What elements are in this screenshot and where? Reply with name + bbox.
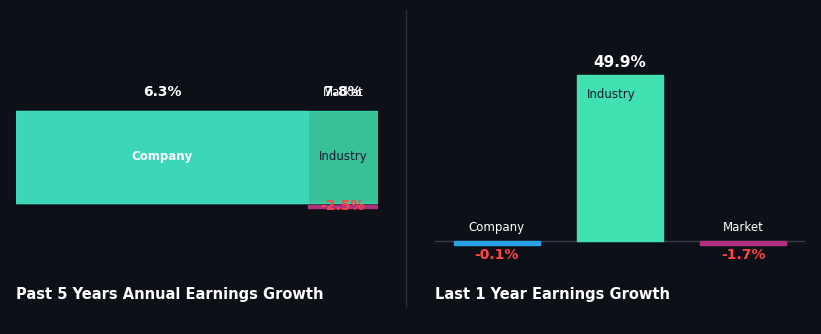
Text: Market: Market — [323, 86, 364, 99]
Text: Company: Company — [469, 221, 525, 234]
Text: Past 5 Years Annual Earnings Growth: Past 5 Years Annual Earnings Growth — [16, 287, 324, 302]
Text: Industry: Industry — [319, 151, 367, 163]
Bar — [576, 75, 663, 240]
Text: 49.9%: 49.9% — [594, 55, 646, 70]
Text: Company: Company — [131, 151, 193, 163]
Bar — [308, 205, 378, 208]
Bar — [454, 240, 540, 245]
Text: 6.3%: 6.3% — [143, 85, 181, 99]
Text: 7.8%: 7.8% — [323, 85, 362, 99]
Text: Market: Market — [722, 221, 764, 234]
Text: Industry: Industry — [586, 88, 635, 101]
Text: Last 1 Year Earnings Growth: Last 1 Year Earnings Growth — [435, 287, 670, 302]
Bar — [699, 240, 786, 245]
Bar — [16, 112, 378, 202]
Text: -2.5%: -2.5% — [321, 199, 365, 213]
Bar — [16, 112, 308, 202]
Text: -0.1%: -0.1% — [475, 248, 519, 262]
Text: -1.7%: -1.7% — [721, 248, 765, 262]
